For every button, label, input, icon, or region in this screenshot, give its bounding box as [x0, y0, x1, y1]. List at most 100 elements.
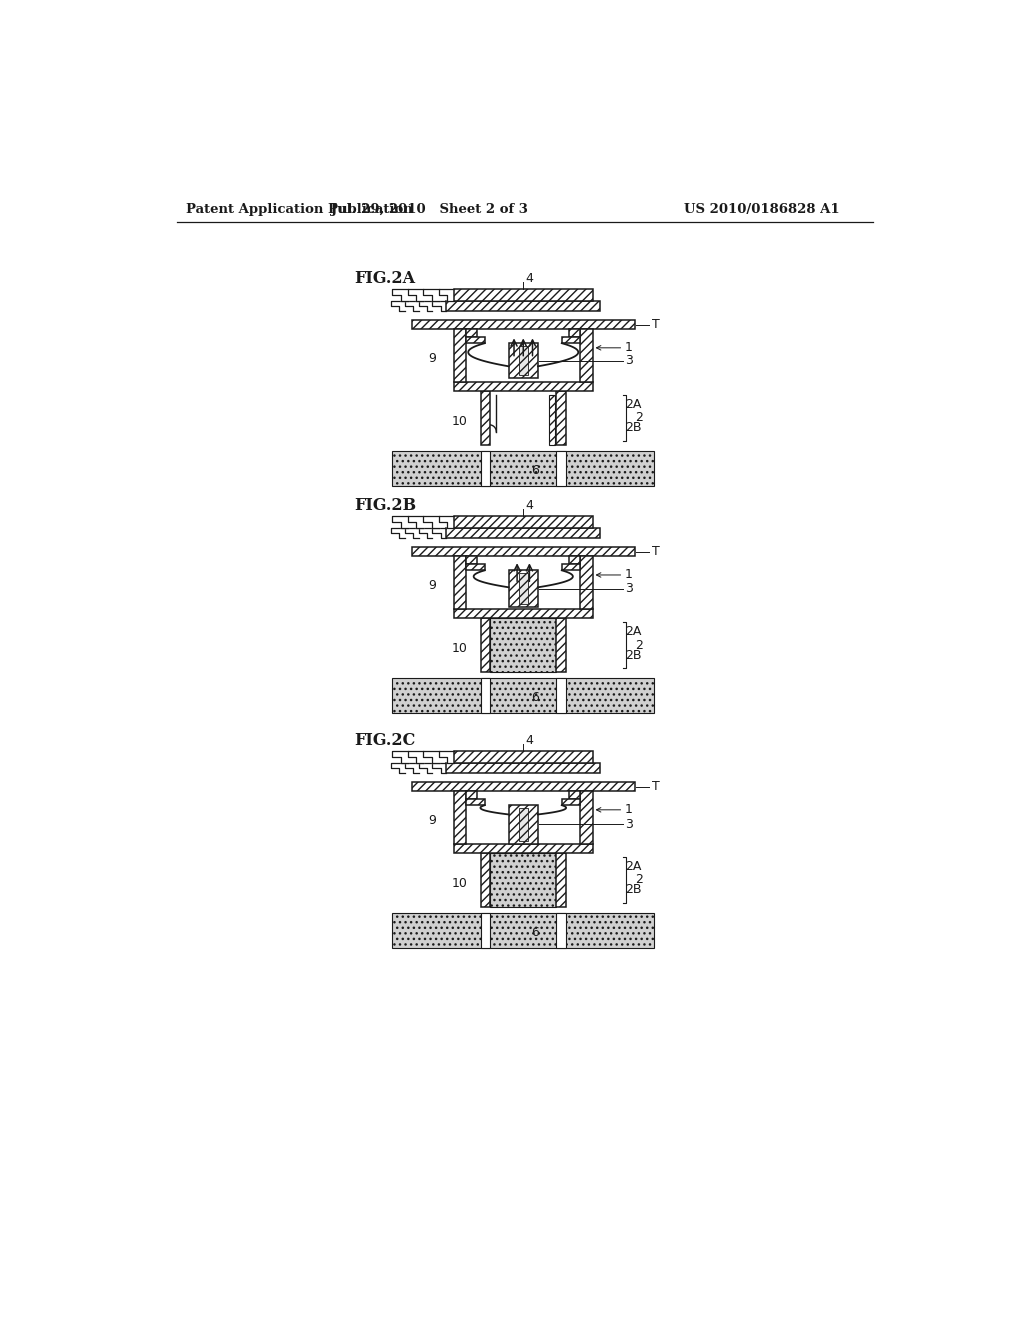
- Bar: [466, 792, 477, 799]
- Bar: [466, 330, 477, 337]
- Bar: [549, 395, 555, 445]
- Polygon shape: [391, 763, 404, 774]
- Bar: [446, 528, 600, 539]
- Bar: [454, 516, 593, 528]
- Text: 2A: 2A: [625, 399, 641, 412]
- Bar: [446, 301, 600, 312]
- Text: Patent Application Publication: Patent Application Publication: [186, 203, 413, 215]
- Text: 2B: 2B: [625, 648, 641, 661]
- Text: T: T: [652, 545, 659, 558]
- Text: 10: 10: [452, 643, 467, 656]
- Bar: [466, 799, 484, 805]
- Polygon shape: [391, 528, 404, 539]
- Text: 4: 4: [525, 499, 534, 512]
- Text: 6: 6: [530, 463, 539, 477]
- Polygon shape: [404, 763, 419, 774]
- Text: 4: 4: [525, 272, 534, 285]
- Polygon shape: [419, 528, 432, 539]
- Polygon shape: [404, 301, 419, 312]
- Bar: [412, 781, 635, 792]
- Bar: [466, 564, 484, 570]
- Bar: [481, 913, 490, 948]
- Text: 1: 1: [625, 342, 633, 354]
- Text: 3: 3: [625, 354, 633, 367]
- Text: 2: 2: [635, 639, 643, 652]
- Polygon shape: [419, 763, 432, 774]
- Polygon shape: [408, 516, 423, 528]
- Bar: [392, 451, 654, 486]
- Text: 9: 9: [428, 352, 436, 366]
- Bar: [509, 805, 538, 843]
- Polygon shape: [404, 528, 419, 539]
- Bar: [509, 570, 538, 607]
- Bar: [466, 557, 477, 564]
- Bar: [454, 792, 466, 843]
- Bar: [562, 564, 581, 570]
- Polygon shape: [432, 763, 446, 774]
- Text: FIG.2C: FIG.2C: [354, 733, 416, 748]
- Polygon shape: [408, 751, 423, 763]
- Bar: [556, 853, 565, 907]
- Bar: [581, 330, 593, 381]
- Text: 1: 1: [625, 804, 633, 816]
- Text: FIG.2B: FIG.2B: [354, 498, 416, 515]
- Bar: [556, 451, 565, 486]
- Bar: [490, 391, 556, 445]
- Bar: [454, 557, 466, 609]
- Polygon shape: [423, 289, 438, 301]
- Bar: [392, 678, 654, 713]
- Bar: [454, 751, 593, 763]
- Bar: [562, 799, 581, 805]
- Text: T: T: [652, 780, 659, 793]
- Bar: [490, 853, 556, 907]
- Text: FIG.2A: FIG.2A: [354, 271, 415, 286]
- Bar: [490, 618, 556, 672]
- Bar: [569, 330, 581, 337]
- Polygon shape: [432, 528, 446, 539]
- Text: 2: 2: [635, 874, 643, 887]
- Text: 4: 4: [525, 734, 534, 747]
- Text: 2A: 2A: [625, 861, 641, 874]
- Bar: [556, 678, 565, 713]
- Polygon shape: [392, 516, 408, 528]
- Text: 10: 10: [452, 416, 467, 428]
- Polygon shape: [432, 301, 446, 312]
- Bar: [562, 337, 581, 343]
- Polygon shape: [438, 751, 454, 763]
- Bar: [518, 346, 528, 375]
- Polygon shape: [438, 289, 454, 301]
- Text: 2: 2: [635, 412, 643, 425]
- Bar: [481, 451, 490, 486]
- Bar: [446, 763, 600, 774]
- Bar: [412, 548, 635, 557]
- Bar: [518, 573, 528, 605]
- Polygon shape: [419, 301, 432, 312]
- Text: 6: 6: [530, 690, 539, 704]
- Text: 3: 3: [625, 582, 633, 595]
- Bar: [392, 913, 654, 948]
- Polygon shape: [408, 289, 423, 301]
- Bar: [509, 343, 538, 378]
- Bar: [481, 618, 490, 672]
- Text: 2B: 2B: [625, 883, 641, 896]
- Bar: [481, 391, 490, 445]
- Polygon shape: [392, 751, 408, 763]
- Bar: [581, 557, 593, 609]
- Bar: [556, 391, 565, 445]
- Text: 2B: 2B: [625, 421, 641, 434]
- Bar: [518, 808, 528, 841]
- Text: US 2010/0186828 A1: US 2010/0186828 A1: [684, 203, 840, 215]
- Bar: [454, 381, 593, 391]
- Polygon shape: [438, 516, 454, 528]
- Bar: [569, 792, 581, 799]
- Text: 9: 9: [428, 814, 436, 828]
- Text: 6: 6: [530, 925, 539, 939]
- Polygon shape: [423, 751, 438, 763]
- Bar: [466, 337, 484, 343]
- Bar: [481, 853, 490, 907]
- Bar: [412, 321, 635, 330]
- Bar: [556, 618, 565, 672]
- Polygon shape: [392, 289, 408, 301]
- Bar: [454, 843, 593, 853]
- Bar: [454, 609, 593, 618]
